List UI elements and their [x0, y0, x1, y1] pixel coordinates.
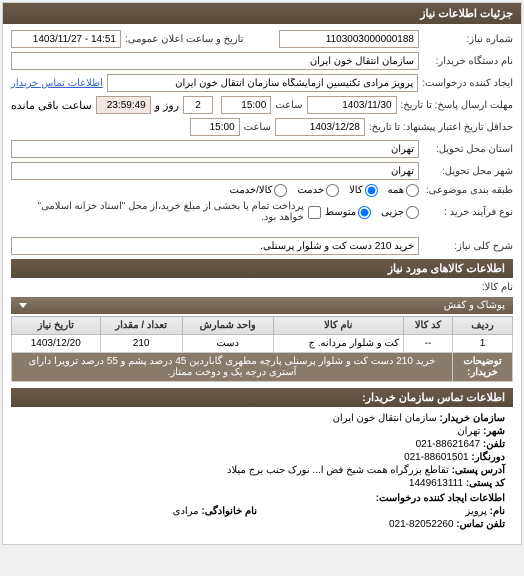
panel-title: جزئیات اطلاعات نیاز	[3, 3, 521, 24]
cell-qty: 210	[100, 335, 182, 353]
cell-name: کت و شلوار مردانه. ج	[273, 335, 403, 353]
buyer-input[interactable]	[11, 52, 419, 70]
process-note: پرداخت تمام یا بخشی از مبلغ خرید،از محل …	[11, 201, 304, 223]
details-panel: جزئیات اطلاعات نیاز شماره نیاز: تاریخ و …	[2, 2, 522, 545]
contact-link[interactable]: اطلاعات تماس خریدار	[11, 78, 103, 89]
category-label: نام کالا:	[463, 282, 513, 293]
name-value: پرویز	[465, 506, 486, 517]
phone-label: تلفن:	[483, 439, 505, 450]
cell-code: --	[404, 335, 453, 353]
deadline-time-input[interactable]	[221, 96, 271, 114]
col-name: نام کالا	[273, 317, 403, 335]
family-value: مرادی	[173, 506, 199, 517]
category-bar[interactable]: پوشاک و کفش	[11, 297, 513, 314]
items-table: ردیف کد کالا نام کالا واحد شمارش تعداد /…	[11, 316, 513, 382]
valid-date-input[interactable]	[275, 118, 365, 136]
province-label: استان محل تحویل:	[423, 144, 513, 155]
contact-city-value: تهران	[457, 426, 480, 437]
process-opt-small[interactable]: جزیی	[381, 206, 419, 219]
deadline-date-input[interactable]	[307, 96, 397, 114]
valid-time-label: ساعت	[244, 122, 271, 133]
items-header: اطلاعات کالاهای مورد نیاز	[11, 259, 513, 278]
contact-phone-value: 82052260-021	[389, 519, 454, 530]
addr-value: تقاطع بزرگراه همت شیخ فض ا... نورک جنب ب…	[227, 465, 449, 476]
budget-opt-both[interactable]: کالا/خدمت	[230, 184, 288, 197]
contact-phone-label: تلفن تماس:	[456, 519, 505, 530]
treasury-checkbox[interactable]	[308, 206, 321, 219]
process-radio-group: جزیی متوسط	[325, 206, 419, 219]
post-value: 1449613111	[409, 478, 463, 489]
request-no-input[interactable]	[279, 30, 419, 48]
remain-label: ساعت باقی مانده	[11, 99, 92, 112]
buyer-desc-row: توضیحات خریدار: خرید 210 دست کت و شلوار …	[12, 353, 513, 382]
buyer-label: نام دستگاه خریدار:	[423, 56, 513, 67]
process-opt-medium[interactable]: متوسط	[325, 206, 371, 219]
budget-opt-service[interactable]: خدمت	[297, 184, 339, 197]
col-code: کد کالا	[404, 317, 453, 335]
chevron-down-icon	[19, 303, 27, 308]
family-label: نام خانوادگی:	[201, 506, 257, 517]
valid-time-input[interactable]	[190, 118, 240, 136]
cell-row: 1	[453, 335, 513, 353]
announce-label: تاریخ و ساعت اعلان عمومی:	[125, 34, 244, 45]
budget-opt-all[interactable]: همه	[388, 184, 419, 197]
days-label: روز و	[155, 99, 179, 112]
valid-label: حداقل تاریخ اعتبار پیشنهاد: تا تاریخ:	[369, 122, 513, 133]
fax-value: 88601501-021	[404, 452, 469, 463]
budget-type-label: طبقه بندی موضوعی:	[423, 185, 513, 196]
col-unit: واحد شمارش	[182, 317, 273, 335]
creator-input[interactable]	[107, 74, 418, 92]
province-input[interactable]	[11, 140, 419, 158]
buyer-desc-value: خرید 210 دست کت و شلوار پرسنلی پارچه مطه…	[12, 353, 453, 382]
cell-unit: دست	[182, 335, 273, 353]
fax-label: دورنگار:	[471, 452, 505, 463]
deadline-label: مهلت ارسال پاسخ: تا تاریخ:	[401, 100, 513, 111]
contact-header: اطلاعات تماس سازمان خریدار:	[11, 388, 513, 407]
table-row[interactable]: 1 -- کت و شلوار مردانه. ج دست 210 1403/1…	[12, 335, 513, 353]
desc-input[interactable]	[11, 237, 419, 255]
creator-header: اطلاعات ایجاد کننده درخواست:	[376, 493, 505, 504]
announce-input[interactable]	[11, 30, 121, 48]
col-row: ردیف	[453, 317, 513, 335]
days-input[interactable]	[183, 96, 213, 114]
table-header-row: ردیف کد کالا نام کالا واحد شمارش تعداد /…	[12, 317, 513, 335]
col-qty: تعداد / مقدار	[100, 317, 182, 335]
col-date: تاریخ نیاز	[12, 317, 101, 335]
budget-radio-group: همه کالا خدمت کالا/خدمت	[230, 184, 419, 197]
category-value: پوشاک و کفش	[444, 300, 505, 311]
city-input[interactable]	[11, 162, 419, 180]
remain-time-input	[96, 96, 151, 114]
cell-date: 1403/12/20	[12, 335, 101, 353]
org-value: سازمان انتقال خون ایران	[333, 413, 437, 424]
addr-label: آدرس پستی:	[452, 465, 505, 476]
contact-body: سازمان خریدار: سازمان انتقال خون ایران ش…	[11, 407, 513, 538]
budget-opt-goods[interactable]: کالا	[349, 184, 378, 197]
city-label: شهر محل تحویل:	[423, 166, 513, 177]
desc-label: شرح کلی نیاز:	[423, 241, 513, 252]
request-no-label: شماره نیاز:	[423, 34, 513, 45]
creator-label: ایجاد کننده درخواست:	[422, 78, 513, 89]
form-body: شماره نیاز: تاریخ و ساعت اعلان عمومی: نا…	[3, 24, 521, 544]
org-label: سازمان خریدار:	[440, 413, 505, 424]
process-label: نوع فرآیند خرید :	[423, 207, 513, 218]
buyer-desc-label: توضیحات خریدار:	[453, 353, 513, 382]
post-label: کد پستی:	[466, 478, 505, 489]
phone-value: 88621647-021	[416, 439, 481, 450]
contact-city-label: شهر:	[483, 426, 505, 437]
name-label: نام:	[490, 506, 505, 517]
deadline-time-label: ساعت	[275, 100, 302, 111]
